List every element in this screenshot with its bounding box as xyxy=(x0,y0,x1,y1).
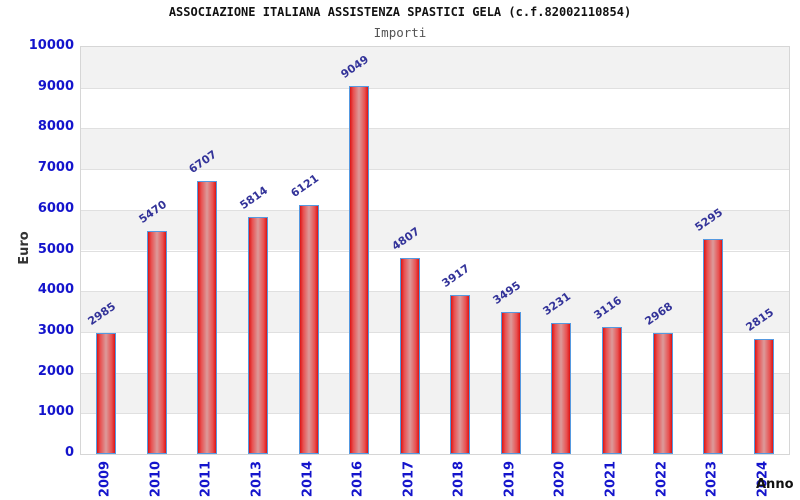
plot-band xyxy=(81,413,789,454)
chart-subtitle: Importi xyxy=(373,25,427,40)
gridline xyxy=(81,372,789,374)
plot-band xyxy=(81,47,789,88)
bar-2018 xyxy=(450,294,471,454)
bar-2024 xyxy=(753,339,774,454)
gridline xyxy=(81,291,789,293)
x-tick-label: 2019 xyxy=(502,460,518,498)
bar-2016 xyxy=(349,85,370,454)
bar-2011 xyxy=(197,181,218,454)
y-tick-label: 2000 xyxy=(37,363,74,379)
plot-band xyxy=(81,87,789,129)
plot-band xyxy=(81,250,789,292)
bar-2010 xyxy=(146,231,167,454)
bar-2020 xyxy=(551,322,572,454)
gridline xyxy=(81,331,789,333)
x-tick-label: 2022 xyxy=(654,460,670,498)
y-tick-label: 6000 xyxy=(37,200,74,216)
gridline xyxy=(81,413,789,415)
bar-2021 xyxy=(602,327,622,454)
y-tick-label: 0 xyxy=(64,445,74,460)
x-tick-label: 2014 xyxy=(300,460,316,498)
gridline xyxy=(81,87,789,89)
plot-band xyxy=(81,331,789,373)
plot-band xyxy=(81,169,789,210)
x-tick-label: 2011 xyxy=(198,460,214,498)
plot-area: 2985 5470 6707 5814 6121 9049 4807 3917 3495 3231… xyxy=(80,46,790,455)
x-tick-label: 2020 xyxy=(552,460,568,498)
x-tick-label: 2013 xyxy=(249,460,265,498)
x-tick-label: 2009 xyxy=(97,460,113,498)
y-tick-label: 5000 xyxy=(37,241,74,257)
y-tick-label: 8000 xyxy=(37,119,74,135)
bar-2014 xyxy=(298,204,319,454)
x-tick-label: 2021 xyxy=(603,460,619,498)
gridline xyxy=(81,169,789,171)
x-tick-label: 2010 xyxy=(148,460,164,498)
bar-2017 xyxy=(399,258,420,454)
y-tick-label: 4000 xyxy=(37,282,74,298)
y-tick-label: 7000 xyxy=(37,160,74,176)
y-tick-label: 3000 xyxy=(37,322,74,338)
plot-band xyxy=(81,291,789,332)
x-tick-label: 2018 xyxy=(451,460,467,498)
y-tick-label: 9000 xyxy=(37,78,74,94)
bar-2022 xyxy=(652,333,673,454)
plot-band xyxy=(81,372,789,414)
chart-title: ASSOCIAZIONE ITALIANA ASSISTENZA SPASTIC… xyxy=(168,5,632,19)
x-axis-label: Anno xyxy=(756,477,794,492)
bar-2009 xyxy=(96,332,117,454)
x-tick-label: 2023 xyxy=(704,460,720,498)
y-tick-label: 1000 xyxy=(37,404,74,420)
bar-2019 xyxy=(500,311,521,454)
plot-band xyxy=(81,209,789,251)
bar-2013 xyxy=(248,217,268,454)
plot-band xyxy=(81,128,789,170)
y-tick-label: 10000 xyxy=(28,38,74,53)
y-axis-label: Euro xyxy=(17,231,33,265)
gridline xyxy=(81,250,789,252)
bar-2023 xyxy=(703,238,724,454)
x-tick-label: 2016 xyxy=(350,460,366,498)
x-tick-label: 2017 xyxy=(401,460,417,498)
gridline xyxy=(81,128,789,130)
gridline xyxy=(81,209,789,211)
